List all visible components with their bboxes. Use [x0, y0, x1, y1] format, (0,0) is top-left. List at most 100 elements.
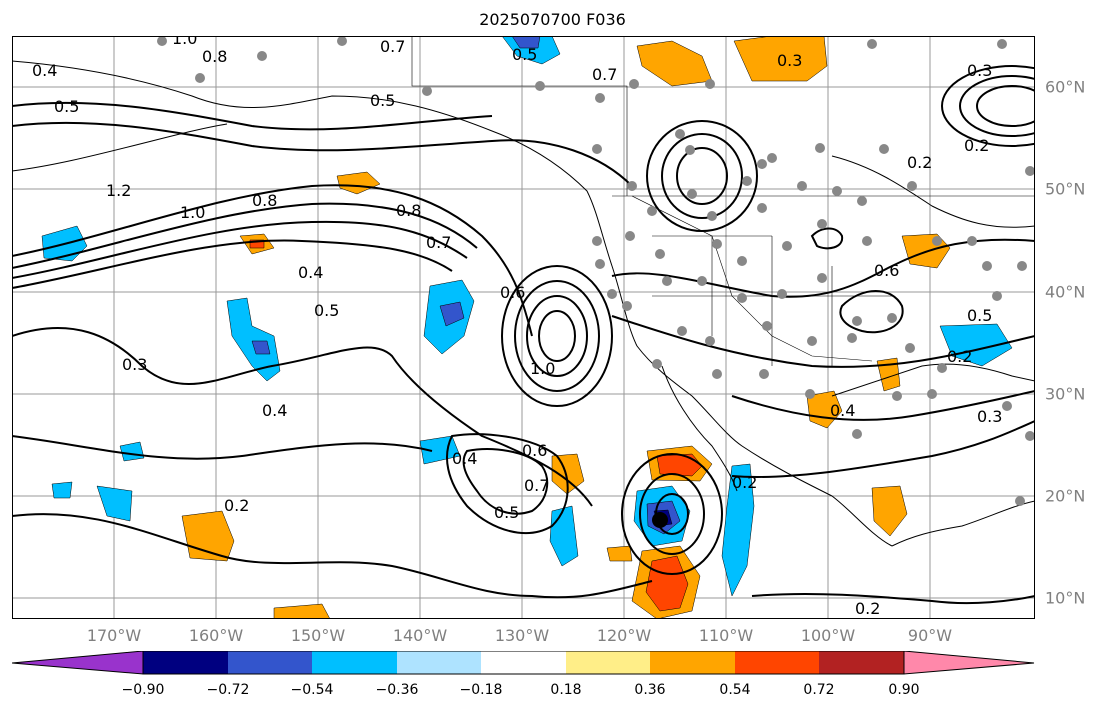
- political-borders: [411, 36, 1035, 366]
- lon-label: 160°W: [188, 626, 244, 645]
- plot-title: 2025070700 F036: [479, 10, 626, 29]
- contour-label: 1.0: [530, 359, 555, 378]
- contour-label: 0.2: [907, 153, 932, 172]
- pos-fill: [336, 171, 381, 195]
- lon-label: 120°W: [596, 626, 652, 645]
- lat-label: 60°N: [1045, 77, 1086, 97]
- gridlines: [12, 36, 1035, 619]
- contour-label: 0.3: [967, 61, 992, 80]
- neg-fill: [226, 297, 281, 382]
- contour-label: 0.5: [54, 97, 79, 116]
- colorbar-segment: [228, 651, 312, 674]
- contour-label: 0.2: [855, 599, 880, 618]
- colorbar-tick: −0.18: [459, 682, 503, 698]
- pos-fill: [733, 36, 828, 82]
- colorbar-tick: −0.54: [290, 682, 334, 698]
- lon-label: 100°W: [800, 626, 856, 645]
- colorbar-tick: 0.72: [803, 682, 835, 698]
- colorbar-segment: [650, 651, 735, 674]
- colorbar-tick: −0.72: [206, 682, 250, 698]
- contour-label: 0.6: [522, 441, 547, 460]
- contour-label: 0.7: [426, 233, 451, 252]
- lon-label: 90°W: [907, 626, 953, 645]
- contour-label: 0.3: [122, 355, 147, 374]
- contour-label: 0.5: [512, 45, 537, 64]
- contour-label: 1.2: [106, 181, 131, 200]
- neg-fill: [721, 463, 755, 597]
- colorbar-tick: 0.54: [719, 682, 751, 698]
- neg-fill: [439, 301, 465, 327]
- contour-label: 0.8: [252, 191, 277, 210]
- pos-fill: [876, 357, 901, 392]
- colorbar-segment: [566, 651, 650, 674]
- pos-fill: [656, 453, 703, 477]
- colorbar-tick: 0.90: [888, 682, 920, 698]
- colorbar-segment: [481, 651, 566, 674]
- neg-fill: [51, 481, 73, 499]
- contour-label: 0.2: [732, 473, 757, 492]
- pos-fill: [636, 40, 713, 87]
- lon-label: 150°W: [290, 626, 346, 645]
- contour-labels: 1.0 0.8 0.7 0.5 0.4 0.5 1.2 1.0 0.8 0.8 …: [32, 36, 1002, 618]
- lat-label: 20°N: [1045, 486, 1086, 506]
- colorbar-segment: [397, 651, 481, 674]
- colorbar-tick: −0.90: [121, 682, 165, 698]
- contour-label: 0.4: [32, 61, 57, 80]
- cyclone-center-marker: [652, 512, 668, 528]
- contour-label: 0.4: [298, 263, 323, 282]
- lat-label: 40°N: [1045, 282, 1086, 302]
- contour-label: 0.8: [202, 47, 227, 66]
- colorbar-segment: [312, 651, 397, 674]
- contour-label: 0.4: [830, 401, 855, 420]
- colorbar-tick: −0.36: [375, 682, 419, 698]
- coastlines: [12, 60, 1035, 547]
- contour-label: 0.5: [370, 91, 395, 110]
- contour-label: 1.0: [180, 203, 205, 222]
- contour-label: 0.7: [524, 476, 549, 495]
- contour-label: 0.4: [262, 401, 287, 420]
- neg-fill: [939, 323, 1013, 367]
- neg-fill: [119, 441, 145, 462]
- colorbar-tick: 0.36: [634, 682, 666, 698]
- contour-label: 0.4: [452, 449, 477, 468]
- contour-label: 0.7: [592, 65, 617, 84]
- lon-label: 130°W: [494, 626, 550, 645]
- contours: [12, 65, 1035, 605]
- colorbar: [12, 651, 1035, 675]
- pos-fill: [273, 603, 331, 619]
- contour-label: 0.2: [224, 496, 249, 515]
- colorbar-segment: [143, 651, 228, 674]
- lon-label: 140°W: [392, 626, 448, 645]
- contour-label: 0.7: [380, 37, 405, 56]
- map-panel: 1.0 0.8 0.7 0.5 0.4 0.5 1.2 1.0 0.8 0.8 …: [12, 36, 1035, 619]
- neg-fill: [96, 485, 133, 522]
- pos-fill: [181, 510, 235, 562]
- contour-label: 0.6: [500, 283, 525, 302]
- pos-fill: [645, 555, 689, 612]
- neg-fill: [251, 340, 271, 355]
- colorbar-extend-high: [903, 651, 1035, 675]
- contour-label: 0.8: [396, 201, 421, 220]
- lon-label: 170°W: [86, 626, 142, 645]
- neg-fill: [511, 36, 541, 49]
- colorbar-tick: 0.18: [550, 682, 582, 698]
- contour-label: 0.5: [967, 306, 992, 325]
- contour-label: 0.5: [314, 301, 339, 320]
- lon-label: 110°W: [698, 626, 754, 645]
- neg-fill: [549, 505, 579, 567]
- colorbar-extend-low: [12, 651, 144, 675]
- station-dots: [157, 36, 1035, 506]
- contour-label: 0.5: [494, 503, 519, 522]
- contour-label: 1.0: [172, 36, 197, 48]
- colorbar-segment: [819, 651, 904, 674]
- contour-label: 0.2: [947, 347, 972, 366]
- colorbar-segment: [735, 651, 819, 674]
- contour-label: 0.3: [977, 407, 1002, 426]
- lat-label: 10°N: [1045, 588, 1086, 608]
- pos-fill: [606, 545, 633, 562]
- pos-fill: [871, 485, 908, 537]
- contour-label: 0.3: [777, 51, 802, 70]
- lat-label: 30°N: [1045, 384, 1086, 404]
- contour-label: 0.2: [964, 136, 989, 155]
- lat-label: 50°N: [1045, 179, 1086, 199]
